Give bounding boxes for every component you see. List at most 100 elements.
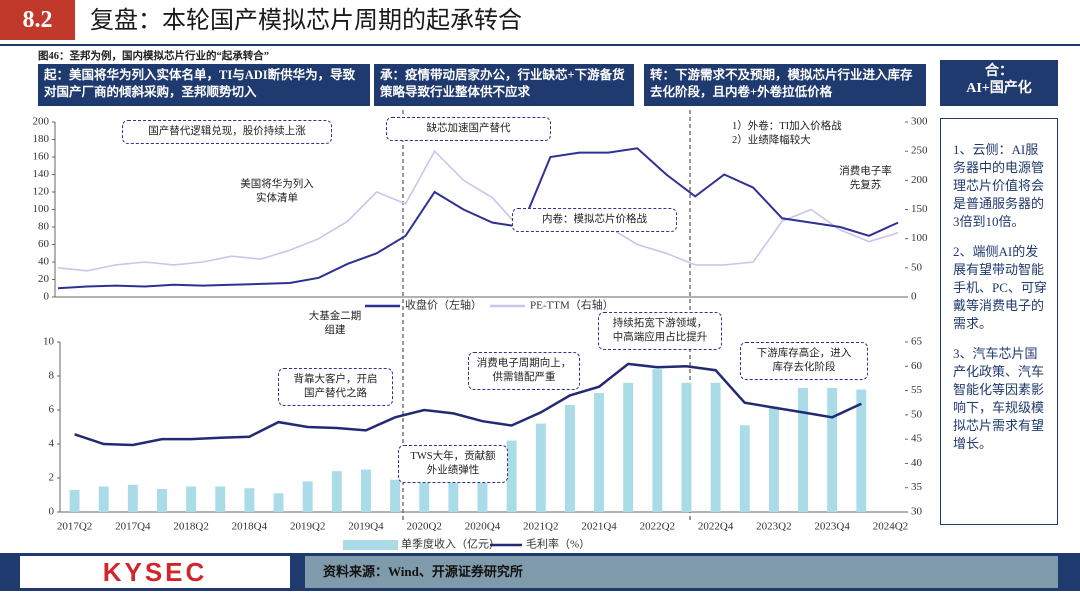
y2-tick-label: 50 — [911, 261, 923, 273]
y-tick-label: 180 — [33, 133, 50, 145]
line-series — [57, 149, 899, 272]
bar — [827, 387, 838, 512]
x-tick-label: 2023Q4 — [814, 521, 850, 533]
x-tick-label: 2022Q4 — [698, 521, 734, 533]
y-tick-label: 0 — [44, 291, 50, 303]
bar — [594, 393, 605, 512]
y2-tick-label: 100 — [911, 232, 928, 244]
bar — [273, 493, 284, 512]
bar — [681, 382, 692, 512]
annotation: 下游库存高企，进入 库存去化阶段 — [740, 342, 868, 380]
legend-label: 单季度收入（亿元） — [401, 537, 500, 551]
bar — [186, 486, 197, 512]
x-tick-label: 2021Q4 — [581, 521, 617, 533]
source-note: 资料来源：Wind、开源证券研究所 — [305, 556, 1058, 588]
y-tick-label: 20 — [38, 273, 50, 285]
annotation: 缺芯加速国产替代 — [386, 117, 551, 141]
annotation: 大基金二期 组建 — [308, 311, 362, 336]
y-tick-label: 80 — [38, 221, 50, 233]
annotation: TWS大年，贡献额 外业绩弹性 — [398, 445, 508, 483]
annotation: 背靠大客户，开启 国产替代之路 — [278, 368, 393, 406]
bar — [331, 471, 342, 512]
phase-box: 合： AI+国产化 — [940, 60, 1058, 106]
y2-tick-label: 40 — [911, 457, 923, 469]
bar — [360, 469, 371, 512]
bar — [390, 479, 401, 512]
bar — [739, 425, 750, 512]
y2-tick-label: 150 — [911, 203, 928, 215]
logo: KYSEC — [20, 556, 290, 588]
x-tick-label: 2017Q2 — [57, 521, 92, 533]
y-tick-label: 6 — [49, 404, 55, 416]
x-tick-label: 2020Q4 — [465, 521, 501, 533]
y-tick-label: 160 — [33, 151, 50, 163]
y-tick-label: 100 — [33, 203, 50, 215]
y-tick-label: 0 — [49, 506, 55, 518]
bar — [710, 382, 721, 512]
x-tick-label: 2024Q2 — [873, 521, 908, 533]
y-tick-label: 60 — [38, 238, 50, 250]
y-tick-label: 120 — [33, 186, 50, 198]
annotation: 国产替代逻辑兑现，股价持续上涨 — [122, 120, 332, 144]
phase-box: 起：美国将华为列入实体名单，TI与ADI断供华为，导致对国产厂商的倾斜采购，圣邦… — [38, 64, 370, 106]
y-tick-label: 8 — [49, 370, 55, 382]
slide-title: 复盘：本轮国产模拟芯片周期的起承转合 — [90, 8, 522, 34]
bar — [157, 489, 167, 512]
bar — [535, 423, 546, 512]
y2-tick-label: 30 — [911, 506, 923, 518]
bar — [856, 389, 867, 512]
annotation: 1）外卷：TI加入价格战 2）业绩降幅较大 — [732, 121, 842, 146]
x-tick-label: 2020Q2 — [406, 521, 441, 533]
x-tick-label: 2018Q4 — [232, 521, 268, 533]
y-tick-label: 2 — [49, 472, 55, 484]
annotation: 消费电子率 先复苏 — [839, 166, 892, 191]
x-tick-label: 2017Q4 — [115, 521, 151, 533]
bar — [419, 461, 430, 512]
line-series — [74, 362, 862, 447]
legend-label: 收盘价（左轴） — [405, 298, 482, 312]
x-tick-label: 2018Q2 — [173, 521, 208, 533]
x-tick-label: 2019Q2 — [290, 521, 325, 533]
annotation: 美国将华为列入 实体清单 — [240, 179, 314, 204]
legend-label: PE-TTM（右轴） — [530, 298, 614, 312]
sidebar-item: 3、汽车芯片国产化政策、汽车智能化等因素影响下，车规级模拟芯片需求有望增长。 — [953, 346, 1045, 451]
bar — [69, 489, 80, 512]
bar — [506, 440, 517, 512]
y2-tick-label: 55 — [911, 384, 923, 396]
bar — [652, 369, 663, 512]
y2-tick-label: 50 — [911, 408, 923, 420]
legend-swatch — [343, 540, 398, 550]
y2-tick-label: 60 — [911, 360, 923, 372]
line-series — [57, 147, 899, 290]
title-rule — [0, 44, 1080, 46]
y-tick-label: 10 — [43, 336, 55, 348]
y2-tick-label: 0 — [911, 291, 917, 303]
bar — [127, 484, 138, 512]
y2-tick-label: 35 — [911, 481, 923, 493]
y2-tick-label: 250 — [911, 145, 928, 157]
x-tick-label: 2021Q2 — [523, 521, 558, 533]
bar — [798, 387, 808, 512]
y-tick-label: 40 — [38, 256, 50, 268]
x-tick-label: 2019Q4 — [348, 521, 384, 533]
phase-box: 转：下游需求不及预期，模拟芯片行业进入库存去化阶段，且内卷+外卷拉低价格 — [644, 64, 926, 106]
y-tick-label: 200 — [33, 116, 50, 128]
section-number: 8.2 — [0, 0, 75, 40]
bar — [302, 481, 313, 512]
sidebar-item: 1、云侧：AI服务器中的电源管理芯片价值将会是普通服务器的3倍到10倍。 — [953, 142, 1045, 229]
phase-box: 承：疫情带动居家办公，行业缺芯+下游备货策略导致行业整体供不应求 — [374, 64, 634, 106]
bar — [215, 486, 226, 512]
y2-tick-label: 65 — [911, 336, 923, 348]
bar — [768, 406, 779, 512]
x-tick-label: 2023Q2 — [756, 521, 791, 533]
annotation: 消费电子周期向上， 供需错配严重 — [468, 352, 580, 390]
annotation: 内卷：模拟芯片价格战 — [512, 208, 677, 232]
y2-tick-label: 300 — [911, 116, 928, 128]
bar — [244, 488, 255, 512]
sidebar: 1、云侧：AI服务器中的电源管理芯片价值将会是普通服务器的3倍到10倍。 2、端… — [940, 118, 1058, 525]
bar — [98, 486, 109, 512]
x-tick-label: 2022Q2 — [640, 521, 675, 533]
annotation: 持续拓宽下游领域， 中高端应用占比提升 — [598, 312, 722, 350]
